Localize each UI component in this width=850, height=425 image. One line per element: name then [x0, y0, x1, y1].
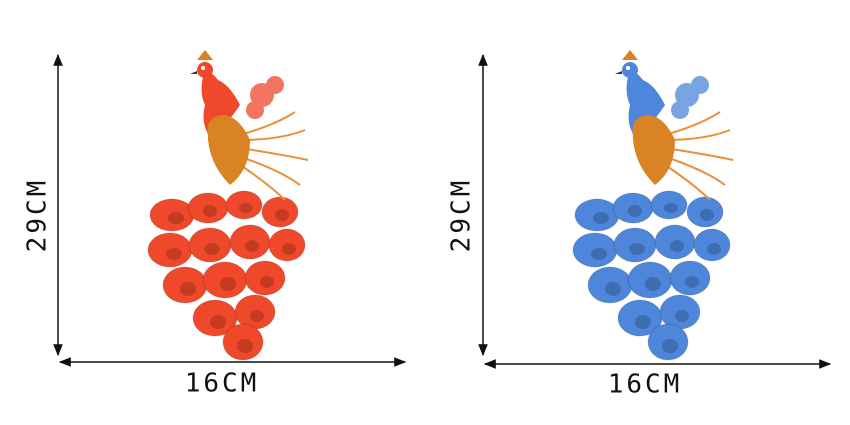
peacock-patch — [572, 49, 734, 361]
panel: 29CM 16CM — [447, 49, 832, 400]
width-label: 16CM — [608, 370, 683, 400]
height-label: 29CM — [447, 178, 477, 253]
height-label: 29CM — [23, 178, 53, 253]
width-label: 16CM — [185, 369, 260, 399]
peacock-patch — [147, 49, 309, 361]
panel: 29CM 16CM — [23, 49, 407, 399]
